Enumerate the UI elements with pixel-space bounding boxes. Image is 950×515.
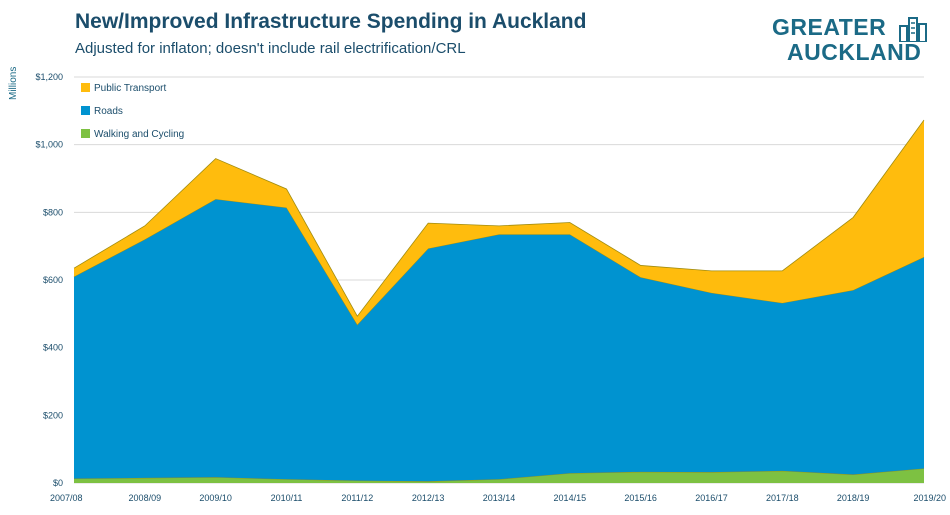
legend-swatch bbox=[81, 106, 90, 115]
x-tick-label: 2008/09 bbox=[129, 493, 162, 503]
x-tick-label: 2014/15 bbox=[554, 493, 587, 503]
legend-label: Roads bbox=[94, 106, 123, 117]
x-tick-label: 2015/16 bbox=[624, 493, 657, 503]
logo-line-2: AUCKLAND bbox=[787, 39, 922, 65]
y-tick-label: $600 bbox=[43, 275, 63, 285]
y-tick-label: $1,000 bbox=[35, 140, 63, 150]
logo-line-1: GREATER bbox=[772, 14, 887, 40]
x-tick-label: 2010/11 bbox=[271, 493, 303, 503]
x-tick-labels: 2007/08 2008/09 2009/10 2010/11 2011/12 2012/… bbox=[50, 493, 946, 503]
y-tick-label: $400 bbox=[43, 343, 63, 353]
legend: Public Transport Roads Walking and Cycling bbox=[81, 83, 184, 140]
series-area-public-transport bbox=[74, 119, 924, 325]
x-tick-label: 2019/20 bbox=[913, 493, 946, 503]
x-tick-label: 2012/13 bbox=[412, 493, 445, 503]
x-tick-label: 2018/19 bbox=[837, 493, 870, 503]
chart-subtitle: Adjusted for inflaton; doesn't include r… bbox=[75, 40, 466, 57]
x-tick-label: 2007/08 bbox=[50, 493, 83, 503]
legend-label: Walking and Cycling bbox=[94, 129, 184, 140]
y-tick-label: $200 bbox=[43, 410, 63, 420]
y-tick-label: $0 bbox=[53, 478, 63, 488]
x-tick-label: 2009/10 bbox=[199, 493, 232, 503]
series-line-public-transport bbox=[73, 119, 925, 317]
greater-auckland-logo: GREATER AUCKLAND bbox=[770, 14, 932, 66]
x-tick-label: 2013/14 bbox=[483, 493, 516, 503]
y-tick-label: $1,200 bbox=[35, 72, 63, 82]
y-tick-labels: $0 $200 $400 $600 $800 $1,000 $1,200 bbox=[35, 72, 63, 488]
x-tick-label: 2017/18 bbox=[766, 493, 799, 503]
x-tick-label: 2011/12 bbox=[341, 493, 373, 503]
city-buildings-icon bbox=[899, 17, 927, 42]
chart-title: New/Improved Infrastructure Spending in … bbox=[75, 10, 587, 33]
legend-swatch bbox=[81, 129, 90, 138]
series-area-roads bbox=[74, 199, 924, 482]
legend-label: Public Transport bbox=[94, 83, 166, 94]
series-areas bbox=[73, 119, 925, 483]
y-tick-label: $800 bbox=[43, 207, 63, 217]
legend-swatch bbox=[81, 83, 90, 92]
x-tick-label: 2016/17 bbox=[695, 493, 728, 503]
